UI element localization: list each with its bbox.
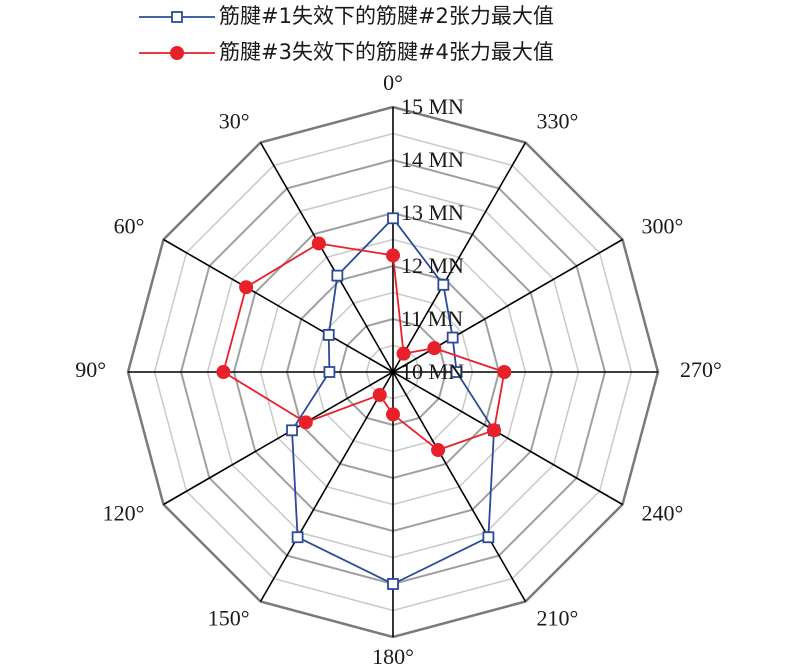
series-2-point <box>396 346 411 361</box>
radar-labels: 10 MN 11 MN 12 MN 13 MN 14 MN 15 MN0° 30° 60° 90… <box>75 70 722 665</box>
legend-marker-2 <box>170 46 184 60</box>
spoke-11 <box>392 142 527 373</box>
angle-label: 150° <box>208 606 250 631</box>
angle-label: 90° <box>75 357 106 382</box>
radial-tick-label: 12 MN <box>401 253 464 278</box>
series-1-point <box>387 212 399 225</box>
series-2-point <box>427 341 442 356</box>
series-1-point <box>323 366 336 378</box>
spoke-4 <box>163 371 394 506</box>
radial-tick-label: 13 MN <box>401 200 464 225</box>
radial-tick-label: 15 MN <box>401 94 464 119</box>
series-1-point <box>291 531 304 544</box>
angle-label: 120° <box>103 501 145 526</box>
series-2-point <box>486 423 501 438</box>
series-1-point <box>286 424 298 437</box>
angle-label: 270° <box>680 357 722 382</box>
series-1-point <box>387 578 399 590</box>
series-1-point <box>482 531 495 544</box>
radial-tick-label: 10 MN <box>401 359 464 384</box>
angle-label: 180° <box>372 644 414 665</box>
series-2-point <box>239 280 254 295</box>
spoke-8 <box>392 371 623 506</box>
series-2-point <box>386 407 400 422</box>
radial-tick-label: 14 MN <box>401 147 464 172</box>
series-2-point <box>372 387 387 402</box>
series-1-point <box>437 278 450 291</box>
legend-marker-1 <box>171 11 183 23</box>
legend-label-1: 筋腱#1失效下的筋腱#2张力最大值 <box>219 4 554 28</box>
series-2-point <box>431 443 446 458</box>
series-2-point <box>298 415 313 430</box>
angle-label: 30° <box>219 108 250 133</box>
series-1-point <box>446 331 459 344</box>
angle-label: 210° <box>537 606 579 631</box>
radar-grid <box>126 105 660 639</box>
series-1-point <box>450 366 463 378</box>
radar-series <box>216 212 512 590</box>
angle-label: 300° <box>642 214 684 239</box>
legend-label-2: 筋腱#3失效下的筋腱#4张力最大值 <box>219 40 554 64</box>
series-1-point <box>331 269 344 282</box>
angle-label: 330° <box>537 108 579 133</box>
radial-tick-label: 11 MN <box>401 306 463 331</box>
series-2-point <box>386 248 400 263</box>
series-2-point <box>216 365 231 379</box>
spoke-2 <box>163 238 394 373</box>
angle-label: 0° <box>383 70 403 95</box>
angle-label: 240° <box>642 501 684 526</box>
series-2-point <box>497 365 512 379</box>
spoke-7 <box>392 371 527 602</box>
angle-label: 60° <box>114 214 145 239</box>
series-2-point <box>311 236 326 251</box>
spoke-5 <box>259 371 394 602</box>
series-1-point <box>322 328 335 341</box>
spoke-1 <box>259 142 394 373</box>
